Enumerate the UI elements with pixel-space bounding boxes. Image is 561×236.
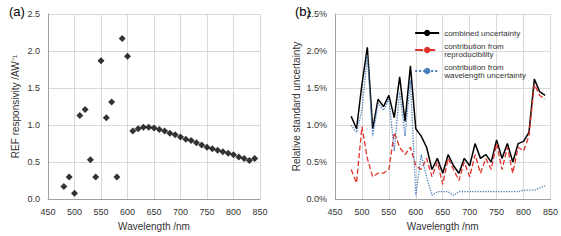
svg-text:2.0: 2.0 <box>27 46 40 56</box>
svg-text:700: 700 <box>173 207 188 217</box>
svg-text:2.5%: 2.5% <box>306 9 327 19</box>
svg-text:800: 800 <box>226 207 241 217</box>
svg-text:1.0%: 1.0% <box>306 120 327 130</box>
svg-text:600: 600 <box>120 207 135 217</box>
svg-text:1.5: 1.5 <box>27 83 40 93</box>
svg-text:contribution from: contribution from <box>444 41 504 51</box>
svg-text:Wavelength /nm: Wavelength /nm <box>118 221 190 232</box>
svg-text:1.0: 1.0 <box>27 120 40 130</box>
svg-text:0.5%: 0.5% <box>306 157 327 167</box>
svg-text:600: 600 <box>408 207 423 217</box>
svg-text:650: 650 <box>146 207 161 217</box>
svg-text:650: 650 <box>435 207 450 217</box>
svg-text:450: 450 <box>40 207 55 217</box>
svg-text:700: 700 <box>462 207 477 217</box>
svg-text:reproducibility: reproducibility <box>444 50 493 59</box>
svg-text:REF responsivity /AW⁻¹: REF responsivity /AW⁻¹ <box>10 54 21 158</box>
svg-text:2.0%: 2.0% <box>306 46 327 56</box>
svg-text:750: 750 <box>199 207 214 217</box>
svg-text:0.0: 0.0 <box>27 194 40 204</box>
svg-text:800: 800 <box>516 207 531 217</box>
svg-text:850: 850 <box>252 207 267 217</box>
svg-text:750: 750 <box>489 207 504 217</box>
svg-text:850: 850 <box>543 207 558 217</box>
svg-text:contribution from: contribution from <box>444 62 504 72</box>
svg-text:550: 550 <box>93 207 108 217</box>
svg-text:combined uncertainty: combined uncertainty <box>444 29 520 38</box>
svg-text:Wavelength /nm: Wavelength /nm <box>407 221 479 232</box>
svg-text:0.5: 0.5 <box>27 157 40 167</box>
svg-text:0.0%: 0.0% <box>306 194 327 204</box>
svg-text:2.5: 2.5 <box>27 9 40 19</box>
svg-text:550: 550 <box>381 207 396 217</box>
svg-text:500: 500 <box>354 207 369 217</box>
svg-text:(b): (b) <box>295 4 311 19</box>
svg-text:(a): (a) <box>9 4 25 19</box>
svg-text:Relative standard uncertainty: Relative standard uncertainty <box>291 42 302 172</box>
svg-text:wavelength uncertainty: wavelength uncertainty <box>443 71 526 80</box>
svg-text:500: 500 <box>67 207 82 217</box>
svg-text:450: 450 <box>327 207 342 217</box>
svg-text:1.5%: 1.5% <box>306 83 327 93</box>
